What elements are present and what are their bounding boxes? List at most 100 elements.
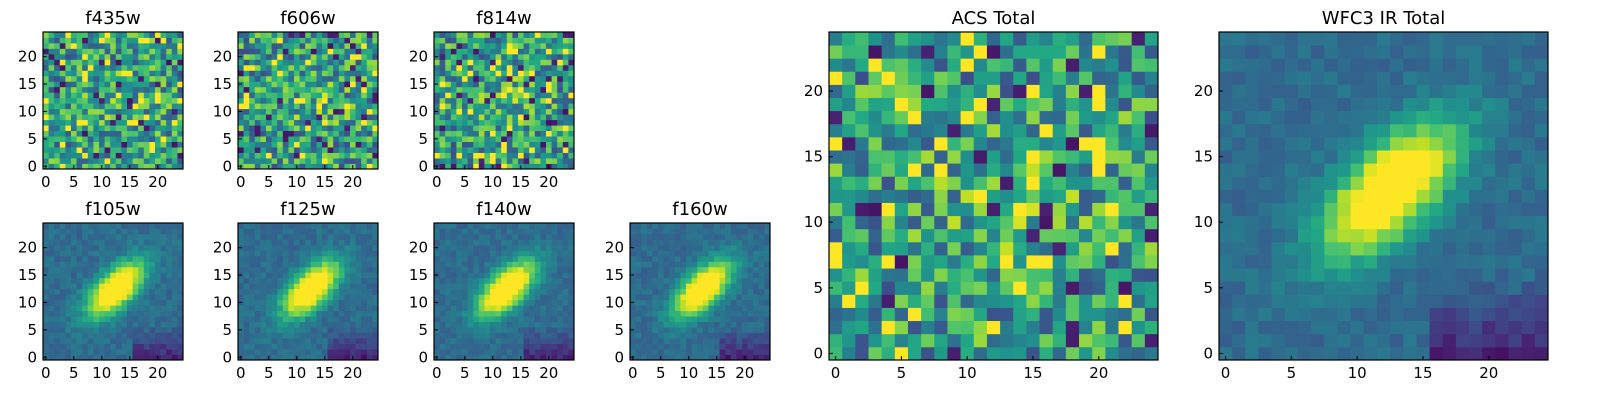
heatmap-cell: [680, 338, 687, 344]
heatmap-cell: [288, 32, 295, 38]
heatmap-cell: [562, 277, 569, 284]
heatmap-cell: [350, 349, 356, 355]
heatmap-cell: [495, 305, 502, 312]
heatmap-cell: [960, 333, 975, 348]
heatmap-cell: [121, 42, 128, 49]
heatmap-cell: [663, 343, 670, 350]
heatmap-cell: [121, 37, 128, 44]
heatmap-cell: [155, 250, 161, 257]
heatmap-cell: [855, 136, 869, 151]
heatmap-cell: [680, 294, 687, 301]
heatmap-cell: [350, 261, 356, 268]
heatmap-cell: [652, 349, 659, 355]
heatmap-cell: [719, 354, 726, 361]
heatmap-cell: [523, 250, 530, 257]
heatmap-cell: [104, 338, 111, 344]
heatmap-cell: [753, 316, 760, 323]
heatmap-cell: [439, 59, 446, 66]
heatmap-cell: [1000, 215, 1014, 230]
heatmap-cell: [730, 321, 737, 328]
heatmap-cell: [829, 307, 843, 322]
heatmap-cell: [697, 321, 704, 328]
heatmap-cell: [501, 354, 508, 361]
heatmap-cell: [254, 327, 261, 333]
heatmap-cell: [495, 316, 502, 323]
heatmap-cell: [127, 119, 133, 126]
panel-title: f435w: [85, 8, 140, 29]
heatmap-cell: [155, 349, 161, 355]
heatmap-cell: [71, 327, 77, 333]
panel-title: f140w: [476, 199, 531, 220]
heatmap-cell: [641, 244, 648, 251]
heatmap-cell: [333, 130, 340, 137]
heatmap-cell: [947, 268, 961, 282]
heatmap-cell: [254, 158, 261, 164]
heatmap-cell: [127, 239, 133, 246]
heatmap-cell: [568, 233, 575, 240]
heatmap-cell: [960, 268, 975, 282]
heatmap-cell: [523, 327, 530, 333]
heatmap-cell: [305, 81, 312, 88]
heatmap-cell: [736, 228, 743, 235]
heatmap-cell: [702, 338, 709, 344]
heatmap-cell: [138, 125, 145, 132]
heatmap-cell: [93, 64, 100, 71]
heatmap-cell: [646, 266, 653, 273]
heatmap-cell: [166, 97, 173, 104]
heatmap-cell: [361, 250, 368, 257]
heatmap-cell: [277, 42, 284, 49]
heatmap-cell: [316, 119, 323, 126]
heatmap-cell: [361, 141, 368, 148]
heatmap-cell: [366, 354, 373, 361]
heatmap-cell: [534, 305, 541, 312]
heatmap-cell: [166, 103, 173, 110]
heatmap-cell: [254, 277, 261, 284]
heatmap-cell: [1000, 189, 1014, 203]
heatmap-cell: [462, 305, 468, 312]
heatmap-cell: [344, 53, 351, 60]
x-tick-label: 20: [539, 364, 558, 382]
heatmap-cell: [439, 158, 446, 164]
heatmap-cell: [501, 283, 508, 290]
heatmap-cell: [686, 349, 692, 355]
heatmap-cell: [104, 277, 111, 284]
heatmap-cell: [310, 108, 317, 115]
heatmap-cell: [355, 37, 362, 44]
heatmap-cell: [277, 59, 284, 66]
panel-title: f105w: [85, 199, 140, 220]
heatmap-cell: [495, 332, 502, 339]
heatmap-cell: [484, 343, 491, 350]
x-tick-label: 20: [539, 173, 558, 191]
heatmap-cell: [478, 70, 485, 77]
heatmap-cell: [59, 70, 66, 77]
heatmap-cell: [512, 310, 519, 317]
heatmap-cell: [104, 141, 111, 148]
heatmap-cell: [855, 202, 869, 217]
heatmap-cell: [663, 223, 670, 229]
heatmap-cell: [327, 294, 334, 301]
heatmap-cell: [138, 228, 145, 235]
heatmap-cell: [467, 141, 474, 148]
heatmap-cell: [529, 266, 536, 273]
heatmap-cell: [355, 92, 362, 99]
heatmap-cell: [568, 114, 575, 121]
heatmap-cell: [350, 32, 356, 38]
heatmap-cell: [355, 223, 362, 229]
heatmap-cell: [540, 272, 547, 279]
heatmap-cell: [747, 327, 754, 333]
heatmap-cell: [333, 266, 340, 273]
heatmap-cell: [868, 228, 883, 243]
heatmap-cell: [434, 316, 440, 323]
heatmap-cell: [277, 321, 284, 328]
heatmap-cell: [1144, 136, 1159, 151]
heatmap-cell: [484, 125, 491, 132]
heatmap-cell: [322, 316, 328, 323]
heatmap-cell: [445, 141, 452, 148]
heatmap-cell: [546, 261, 552, 268]
heatmap-cell: [445, 283, 452, 290]
heatmap-cell: [986, 294, 1001, 308]
heatmap-cell: [490, 327, 496, 333]
heatmap-cell: [473, 327, 480, 333]
heatmap-cell: [473, 316, 480, 323]
heatmap-cell: [238, 338, 244, 344]
